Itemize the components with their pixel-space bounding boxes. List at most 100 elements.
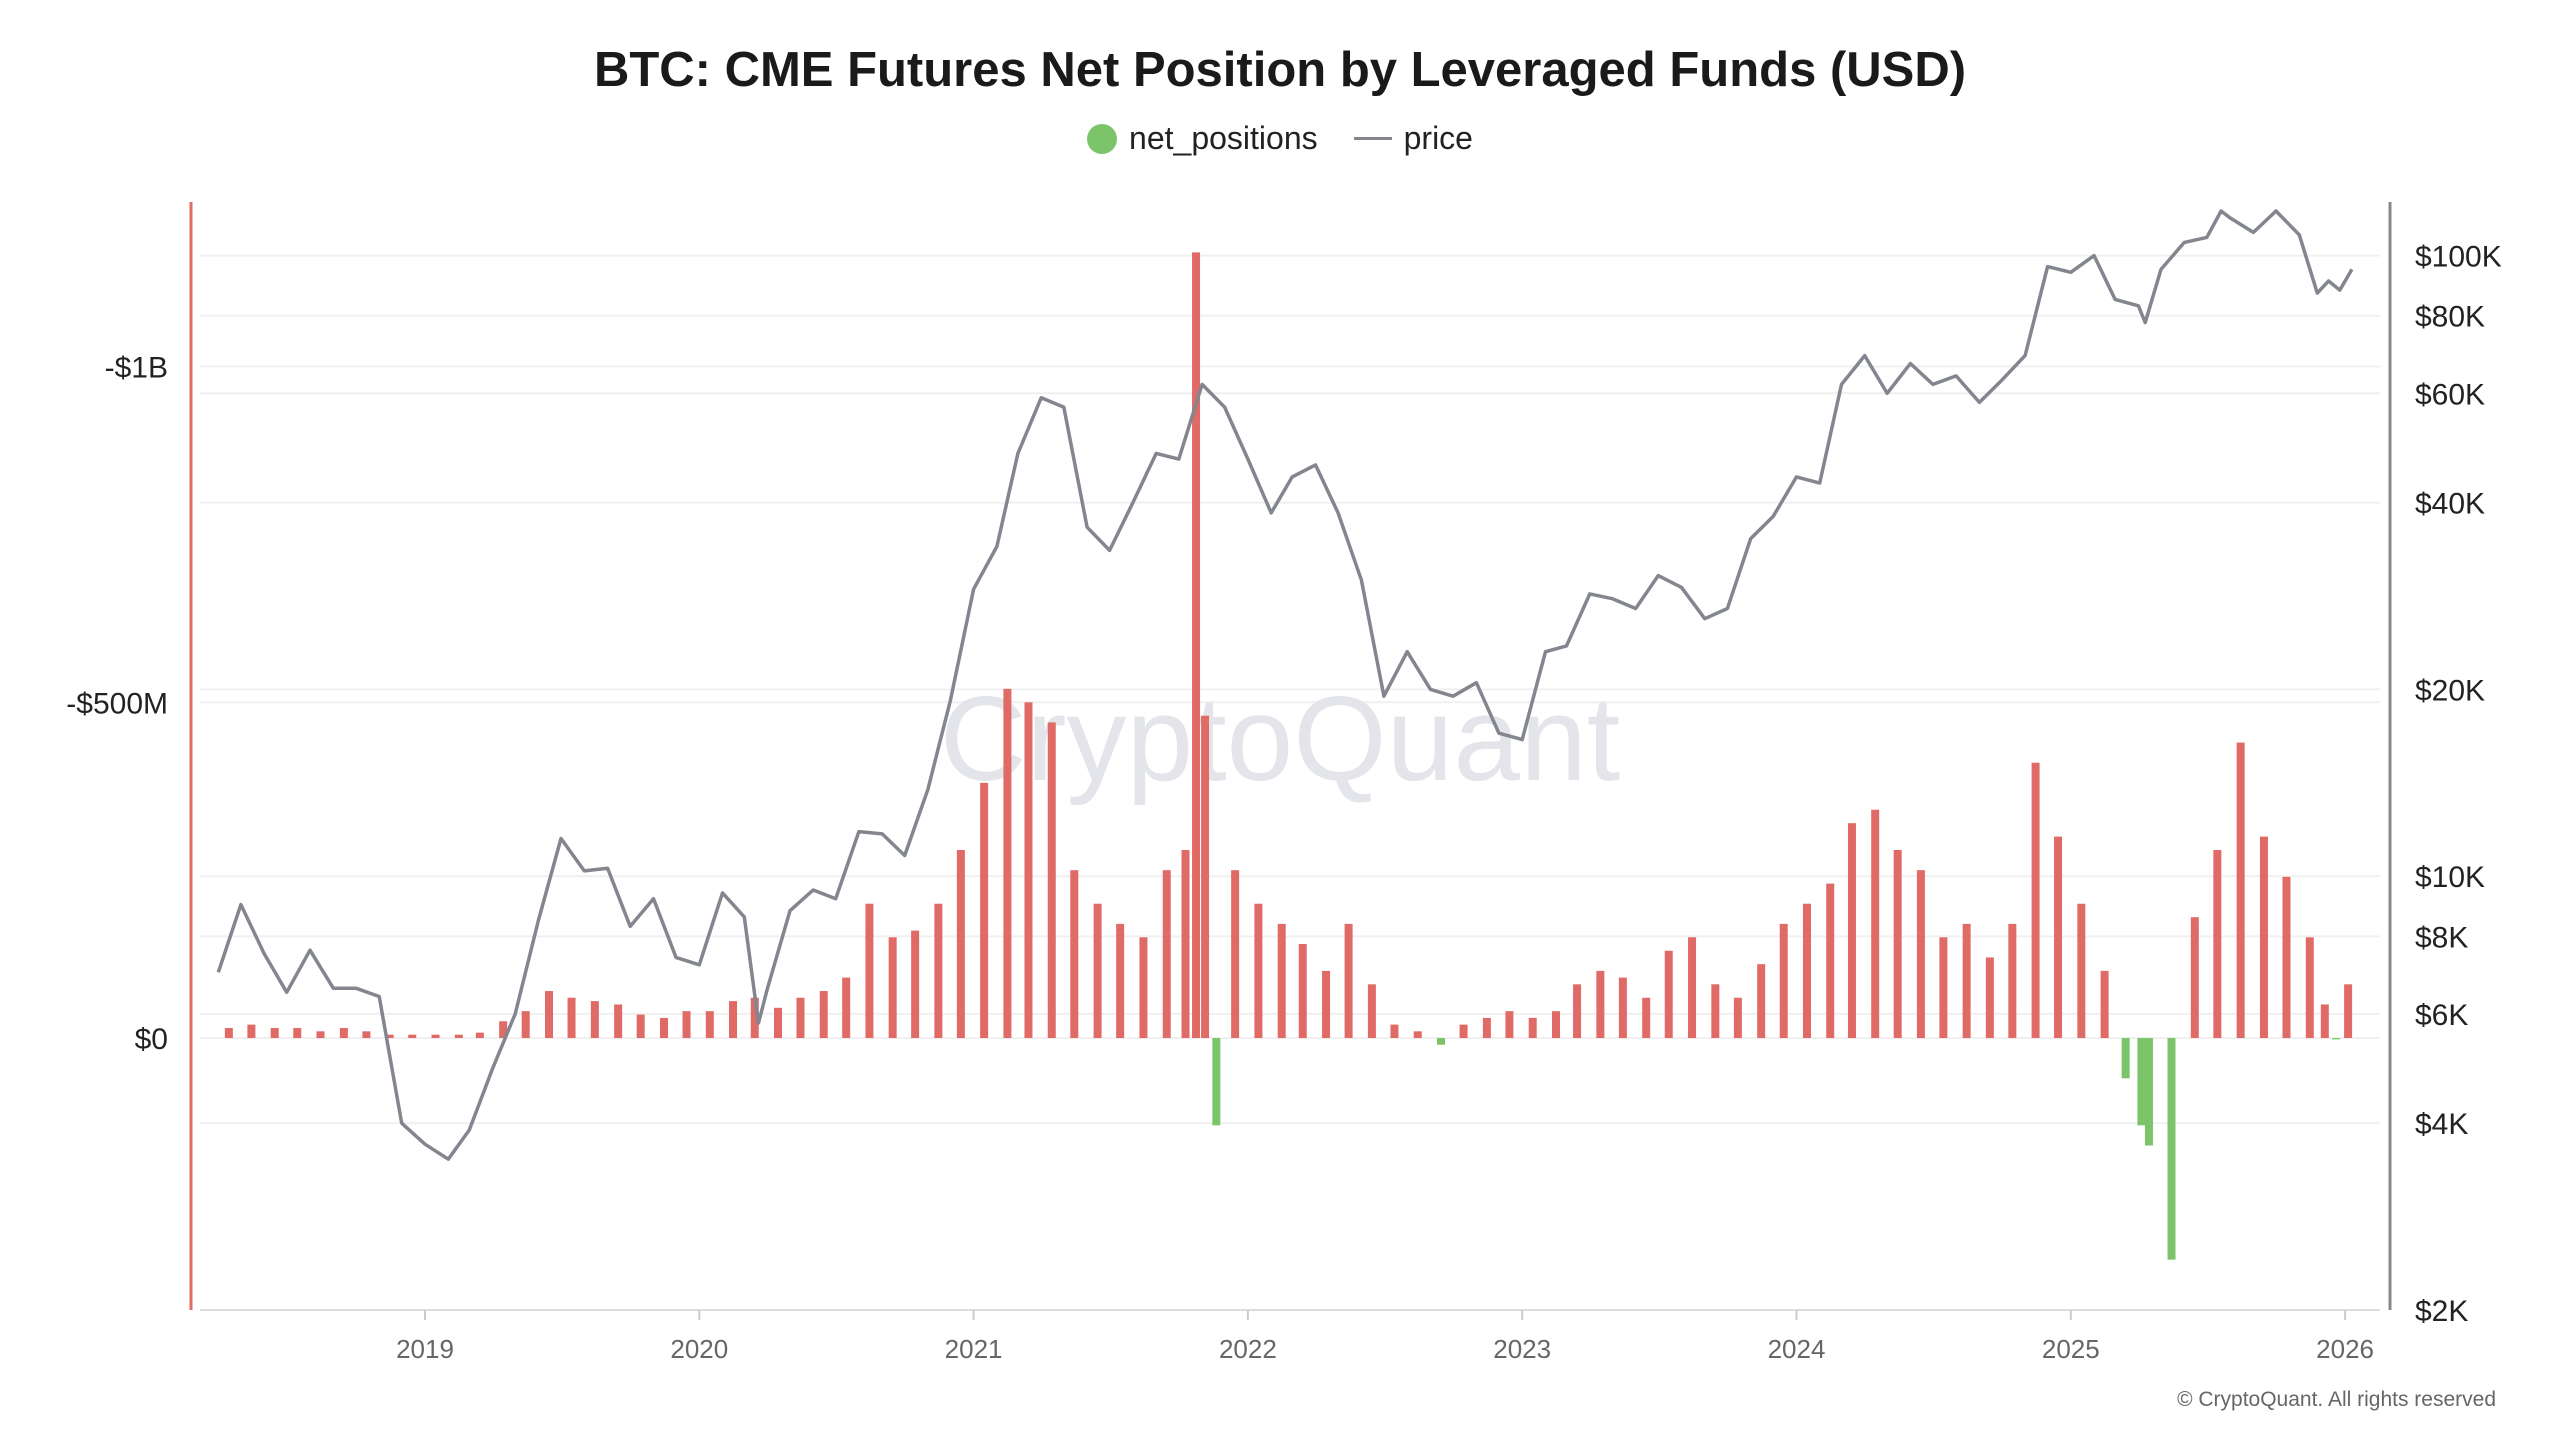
legend: net_positions price (0, 120, 2560, 157)
net-position-bar (1192, 252, 1201, 1039)
net-position-bar (316, 1031, 325, 1039)
net-position-bar (614, 1004, 623, 1039)
legend-line-icon (1353, 137, 1392, 140)
net-position-bar (1212, 1038, 1221, 1126)
net-position-bar (1688, 937, 1697, 1039)
net-position-bar (888, 937, 897, 1039)
net-position-bar (1459, 1024, 1468, 1039)
legend-label-price: price (1403, 120, 1473, 156)
net-position-bar (1802, 903, 1811, 1039)
net-position-bar (796, 997, 805, 1039)
net-position-bar (521, 1011, 530, 1039)
net-position-bar (1962, 923, 1971, 1039)
net-position-bar (636, 1014, 645, 1039)
net-position-bar (2008, 923, 2017, 1039)
net-position-bar (499, 1021, 508, 1039)
right-tick-label: $80K (2415, 301, 2485, 334)
net-position-bar (1573, 984, 1582, 1039)
right-tick-label: $8K (2415, 921, 2468, 954)
x-tick-label: 2021 (945, 1334, 1003, 1364)
net-position-bar (956, 850, 965, 1039)
net-position-bar (293, 1027, 302, 1039)
right-tick-label: $10K (2415, 861, 2485, 894)
net-position-bar (1322, 970, 1331, 1039)
legend-item-price[interactable]: price (1353, 120, 1473, 157)
net-position-bar (1298, 944, 1307, 1039)
right-tick-label: $4K (2415, 1108, 2468, 1141)
net-position-bar (475, 1032, 484, 1039)
net-position-bar (590, 1001, 599, 1039)
net-position-bar (1985, 957, 1994, 1039)
net-position-bar (2077, 903, 2086, 1039)
net-position-bar (1664, 950, 1673, 1039)
net-position-bar (2259, 836, 2268, 1039)
net-position-bar (1201, 715, 1210, 1039)
net-position-bar (750, 997, 759, 1039)
net-position-bar (2031, 762, 2040, 1039)
net-position-bar (1505, 1011, 1514, 1039)
net-position-bar (1826, 883, 1835, 1039)
x-tick-label: 2020 (670, 1334, 728, 1364)
net-position-bar (1528, 1017, 1537, 1039)
net-position-bar (1939, 937, 1948, 1039)
net-position-bar (339, 1027, 348, 1039)
net-position-bar (934, 903, 943, 1039)
net-position-bar (1254, 903, 1263, 1039)
right-tick-label: $20K (2415, 674, 2485, 707)
x-tick-label: 2026 (2316, 1334, 2374, 1364)
x-tick-label: 2019 (396, 1334, 454, 1364)
right-tick-label: $2K (2415, 1295, 2468, 1328)
net-position-bar (2344, 984, 2353, 1039)
net-position-bar (408, 1034, 417, 1039)
net-position-bar (1139, 937, 1148, 1039)
net-position-bar (773, 1007, 782, 1039)
net-position-bar (1847, 823, 1856, 1039)
net-position-bar (1596, 970, 1605, 1039)
left-tick-label: $0 (135, 1023, 168, 1056)
net-position-bar (454, 1034, 463, 1039)
net-position-bar (1047, 722, 1056, 1039)
x-tick-label: 2022 (1219, 1334, 1277, 1364)
left-tick-label: -$1B (105, 352, 168, 385)
net-position-bar (1711, 984, 1720, 1039)
net-position-bar (1162, 870, 1171, 1039)
net-position-bar (544, 991, 553, 1039)
net-position-bar (2236, 742, 2245, 1039)
net-position-bar (729, 1001, 738, 1039)
x-tick-label: 2024 (1768, 1334, 1826, 1364)
net-position-bar (567, 997, 576, 1039)
net-position-bar (247, 1024, 256, 1039)
net-position-bar (2167, 1038, 2176, 1260)
net-position-bar (270, 1027, 279, 1039)
net-position-bar (2144, 1038, 2153, 1146)
net-position-bar (1437, 1038, 1446, 1045)
net-position-bar (1552, 1011, 1561, 1039)
net-position-bar (2137, 1038, 2146, 1126)
net-position-bar (1181, 850, 1190, 1039)
net-position-bar (1618, 977, 1627, 1039)
net-position-bar (682, 1011, 691, 1039)
legend-label-net-positions: net_positions (1129, 120, 1318, 156)
net-position-bar (431, 1034, 440, 1039)
net-position-bar (362, 1031, 371, 1039)
x-tick-label: 2023 (1493, 1334, 1551, 1364)
left-tick-label: -$500M (66, 687, 168, 720)
net-position-bar (2100, 970, 2109, 1039)
net-position-bar (705, 1011, 714, 1039)
net-position-bar (2282, 876, 2291, 1039)
right-tick-label: $60K (2415, 378, 2485, 411)
net-position-bar (1093, 903, 1102, 1039)
net-position-bar (1893, 850, 1902, 1039)
x-tick-label: 2025 (2042, 1334, 2100, 1364)
net-position-bar (1024, 702, 1033, 1039)
net-position-bar (1779, 923, 1788, 1039)
net-position-bar (1733, 997, 1742, 1039)
legend-item-net-positions[interactable]: net_positions (1087, 120, 1318, 157)
right-tick-label: $100K (2415, 241, 2502, 274)
net-position-bar (2121, 1038, 2130, 1079)
net-position-bar (1413, 1031, 1422, 1039)
net-position-bar (1482, 1017, 1491, 1039)
net-position-bar (1231, 870, 1240, 1039)
net-position-bar (1070, 870, 1079, 1039)
